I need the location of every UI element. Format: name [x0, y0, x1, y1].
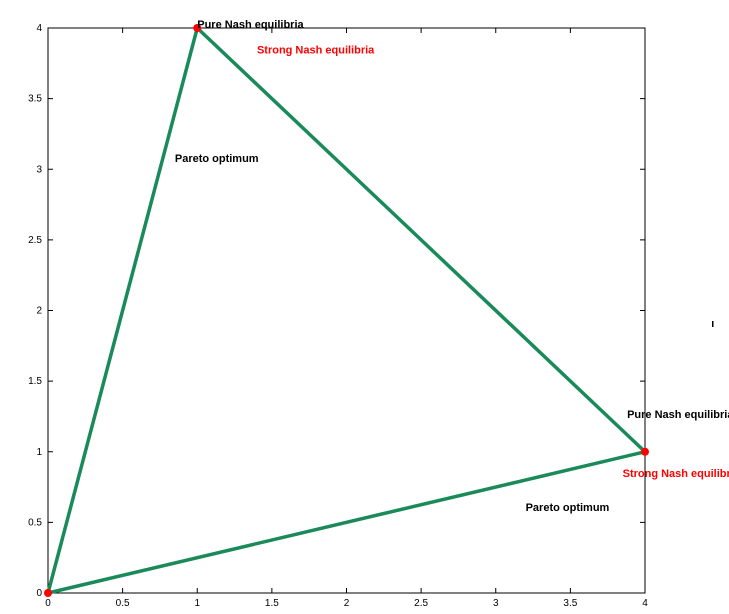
y-tick-label: 2 [36, 306, 42, 317]
x-tick-label: 3.5 [563, 598, 577, 609]
stray-mark [712, 321, 714, 327]
x-tick-label: 0.5 [116, 598, 130, 609]
y-tick-label: 3.5 [28, 94, 42, 105]
y-tick-label: 2.5 [28, 235, 42, 246]
annotation-label: Pareto optimum [175, 153, 259, 165]
annotation-label: Pure Nash equilibria [197, 19, 304, 31]
axis-ticks: 0 0.5 1 1.5 2 2.5 3 3.5 4 0 0.5 1 1.5 2 2.5 3 3.5 4 [28, 23, 648, 609]
series-line [46, 26, 647, 595]
annotation-label: Strong Nash equilibria [623, 468, 729, 480]
y-tick-label: 3 [36, 164, 42, 175]
x-tick-label: 2 [344, 598, 350, 609]
plot-area [47, 27, 646, 594]
y-tick-label: 0.5 [28, 517, 42, 528]
x-tick-label: 0 [45, 598, 51, 609]
x-tick-label: 1.5 [265, 598, 279, 609]
y-tick-label: 1 [36, 447, 42, 458]
annotation-label: Pure Nash equilibria [627, 409, 729, 421]
y-tick-label: 1.5 [28, 376, 42, 387]
annotation-label: Pareto optimum [526, 502, 610, 514]
points-layer [44, 24, 649, 597]
y-tick-label: 4 [36, 23, 42, 34]
data-point [641, 447, 649, 456]
annotations-layer: Pure Nash equilibria Strong Nash equilibr… [175, 19, 729, 514]
series-layer [46, 26, 647, 595]
annotation-label: Strong Nash equilibria [257, 44, 375, 56]
x-tick-label: 2.5 [414, 598, 428, 609]
y-tick-label: 0 [36, 588, 42, 599]
data-point [44, 589, 52, 597]
x-tick-label: 3 [493, 598, 499, 609]
x-tick-label: 4 [642, 598, 648, 609]
data-point [193, 24, 202, 32]
x-tick-label: 1 [194, 598, 200, 609]
